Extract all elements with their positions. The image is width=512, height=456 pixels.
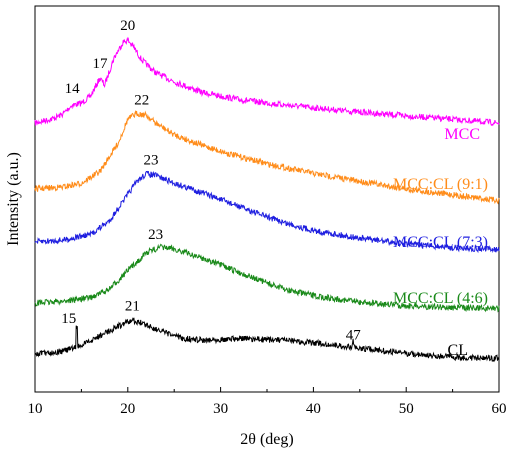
series-line-mcc-cl-9-1 — [34, 110, 500, 205]
peak-label: 22 — [134, 92, 149, 108]
x-axis-ticks: 10 20 30 40 50 60 — [28, 387, 507, 417]
y-axis-label: Intensity (a.u.) — [5, 152, 22, 246]
peak-label: 21 — [125, 298, 140, 314]
series-line-mcc-cl-4-6 — [34, 243, 500, 313]
x-axis-label: 2θ (deg) — [240, 431, 293, 448]
curves-layer — [34, 36, 500, 363]
peak-label: 23 — [144, 153, 159, 169]
peak-labels-layer: 14 17 20 22 23 23 15 21 47 — [61, 18, 361, 343]
x-tick-label: 30 — [213, 401, 228, 417]
series-line-mcc-cl-7-3 — [34, 170, 500, 254]
x-tick-label: 40 — [306, 401, 321, 417]
peak-label: 15 — [61, 311, 76, 327]
series-label-mcc-cl-9-1: MCC:CL (9:1) — [393, 176, 488, 193]
x-tick-label: 60 — [492, 401, 507, 417]
series-labels-layer: MCC MCC:CL (9:1) MCC:CL (7:3) MCC:CL (4:6) C… — [393, 126, 488, 359]
series-line-mcc — [34, 36, 500, 127]
x-tick-label: 50 — [399, 401, 414, 417]
peak-label: 17 — [93, 56, 109, 72]
peak-label: 47 — [346, 327, 362, 343]
series-label-mcc-cl-7-3: MCC:CL (7:3) — [393, 234, 488, 251]
series-line-cl — [34, 317, 500, 363]
peak-label: 20 — [120, 18, 135, 34]
peak-label: 23 — [148, 227, 163, 243]
series-label-mcc-cl-4-6: MCC:CL (4:6) — [393, 290, 488, 307]
series-label-cl: CL — [448, 342, 468, 359]
x-tick-label: 20 — [120, 401, 135, 417]
peak-label: 14 — [65, 81, 81, 97]
x-tick-label: 10 — [28, 401, 43, 417]
series-label-mcc: MCC — [444, 126, 480, 143]
